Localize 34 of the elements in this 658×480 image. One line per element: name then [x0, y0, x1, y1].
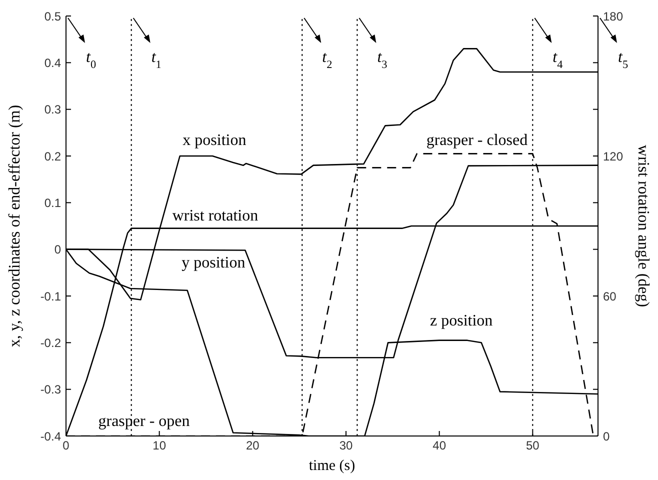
annotation: grasper - closed: [426, 132, 528, 149]
y-tick-label: 0: [54, 242, 62, 257]
y-tick-label: 0.4: [44, 56, 62, 70]
y-tick-label: 0.1: [44, 196, 62, 210]
ref-line-label: t$_{3}$: [377, 49, 388, 71]
y-tick-label: -0.4: [40, 429, 62, 444]
series-label: z position: [430, 312, 493, 330]
x-tick-label: 30: [339, 438, 353, 453]
ref-line-label: t$_{2}$: [322, 49, 332, 71]
x-axis-title: time (s): [308, 458, 356, 474]
y2-tick-label: 0: [603, 429, 610, 444]
annotation: t$_{0}$: [86, 49, 96, 71]
x-tick-label: 50: [526, 438, 540, 453]
y2-tick-label: 180: [603, 9, 624, 24]
x-tick-label: 40: [432, 438, 446, 453]
y-tick-label: -0.3: [40, 382, 62, 397]
y2-tick-label: 60: [603, 289, 617, 304]
annotation: grasper - open: [98, 413, 190, 430]
y-axis-title: x, y, z coordinates of end-effector (m): [6, 104, 24, 348]
y-tick-label: 0.5: [44, 9, 62, 24]
y-tick-label: -0.1: [40, 289, 62, 304]
y2-tick-label: 120: [603, 149, 624, 164]
series-label: x position: [182, 132, 246, 149]
series-label: y position: [182, 254, 246, 272]
x-tick-label: 20: [246, 438, 260, 453]
ref-line-label: t$_{1}$: [151, 49, 162, 71]
ref-line-label: t$_{4}$: [552, 49, 564, 71]
text: t$_{5}$: [618, 49, 628, 71]
y2-axis-title: wrist rotation angle (deg): [634, 144, 652, 308]
x-tick-label: 10: [152, 438, 166, 453]
series-label: wrist rotation: [172, 207, 258, 224]
y-tick-label: 0.3: [44, 102, 62, 117]
y-tick-label: 0.2: [44, 149, 62, 164]
y-tick-label: -0.2: [40, 336, 62, 350]
